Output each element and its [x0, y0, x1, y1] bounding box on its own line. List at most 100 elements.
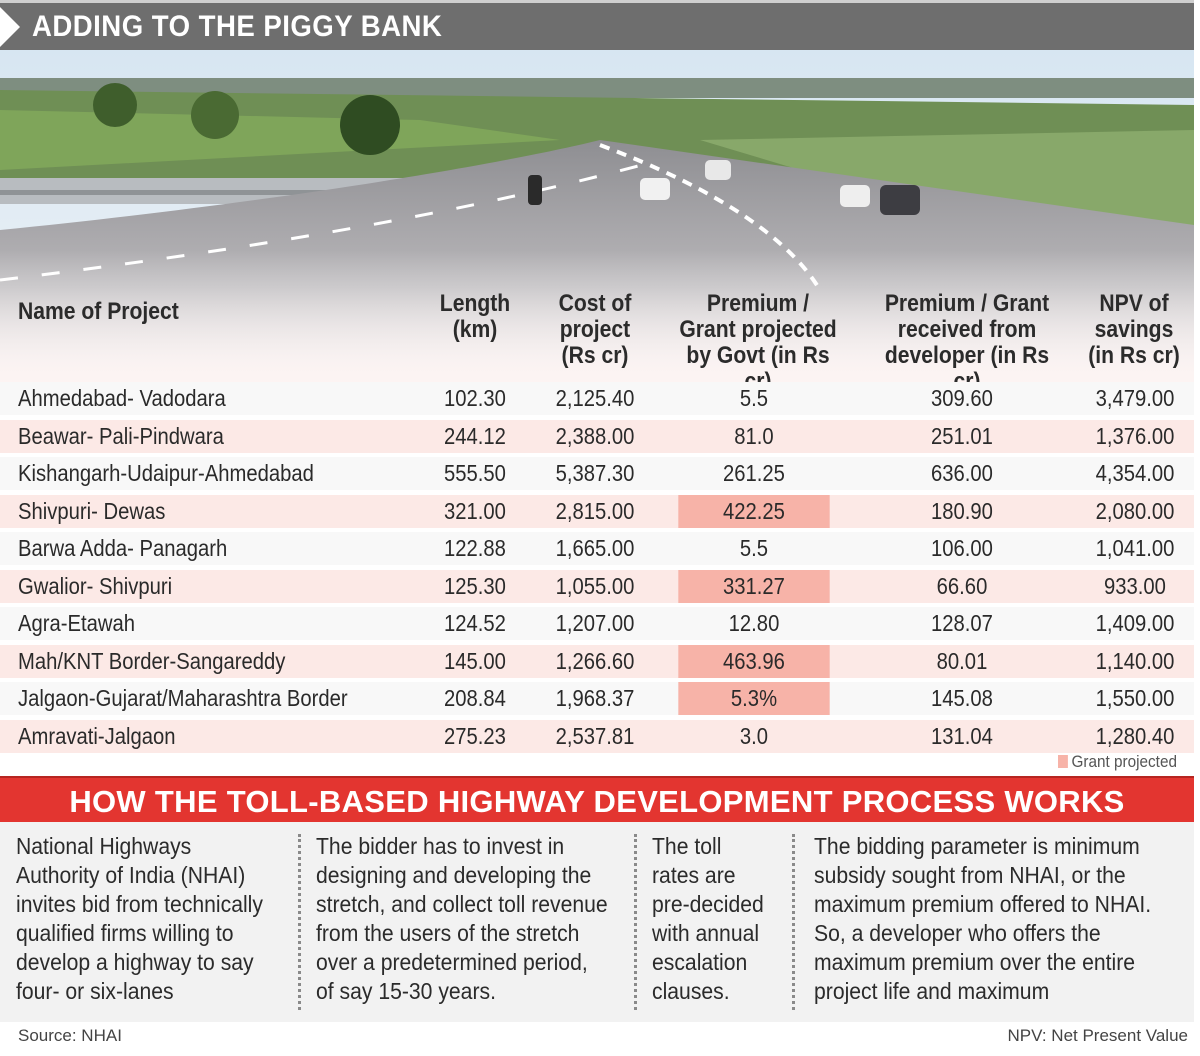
cell-premium-govt: 5.3%	[678, 682, 830, 715]
cell-premium-dev: 66.60	[936, 572, 988, 599]
cell-npv: 1,550.00	[1095, 685, 1175, 711]
process-line: stretch, and collect toll revenue	[316, 891, 608, 917]
arrow-icon	[0, 7, 20, 47]
process-line: rates are	[652, 862, 736, 888]
table-row: Shivpuri- Dewas 321.00 2,815.00 422.25 180.9…	[0, 494, 1194, 528]
cell-length: 125.30	[444, 572, 506, 599]
cell-premium-dev: 636.00	[931, 460, 993, 486]
cell-name: Ahmedabad- Vadodara	[18, 385, 226, 411]
cell-premium-govt: 261.25	[723, 460, 785, 486]
process-line: over a predetermined period,	[316, 949, 588, 975]
cell-premium-govt: 331.27	[678, 569, 830, 603]
table-row: Amravati-Jalgaon 275.23 2,537.81 3.0 131.04 1…	[0, 719, 1194, 753]
cell-premium-govt: 81.0	[734, 422, 774, 449]
cell-cost: 1,055.00	[555, 572, 635, 599]
table-row: Jalgaon-Gujarat/Maharashtra Border 208.84…	[0, 682, 1194, 715]
process-line: develop a highway to say	[16, 949, 254, 975]
cell-length: 244.12	[444, 422, 506, 449]
table-row: Kishangarh-Udaipur-Ahmedabad 555.50 5,387.…	[0, 457, 1194, 490]
process-line: subsidy sought from NHAI, or the	[814, 862, 1126, 888]
npv-note: NPV: Net Present Value	[1007, 1026, 1188, 1045]
cell-name: Jalgaon-Gujarat/Maharashtra Border	[18, 685, 348, 711]
legend-swatch	[1058, 755, 1068, 768]
header-premium-dev: Premium / Grant received from developer (i…	[884, 290, 1050, 395]
cell-cost: 2,537.81	[555, 722, 635, 749]
process-col-4: The bidding parameter is minimum subsidy …	[814, 832, 1151, 1006]
process-line: project life and maximum	[814, 978, 1050, 1004]
cell-length: 102.30	[444, 385, 506, 411]
cell-length: 555.50	[444, 460, 506, 486]
table-row: Beawar- Pali-Pindwara 244.12 2,388.00 81.0 2…	[0, 419, 1194, 453]
column-divider	[792, 834, 795, 1010]
cell-premium-govt: 3.0	[739, 722, 769, 749]
cell-premium-govt: 5.5	[739, 535, 769, 561]
cell-premium-dev: 309.60	[931, 385, 993, 411]
cell-name: Agra-Etawah	[18, 610, 136, 636]
cell-premium-dev: 128.07	[931, 610, 993, 636]
cell-name: Amravati-Jalgaon	[18, 722, 176, 749]
table-header: Name of Project Length (km) Cost of projec…	[0, 285, 1194, 395]
process-line: clauses.	[652, 978, 730, 1004]
cell-premium-dev: 80.01	[936, 647, 988, 674]
process-line: of say 15-30 years.	[316, 978, 496, 1004]
process-line: from the users of the stretch	[316, 920, 580, 946]
process-line: with annual	[652, 920, 760, 946]
legend: Grant projected	[1058, 752, 1177, 772]
cell-npv: 1,409.00	[1095, 610, 1175, 636]
cell-name: Barwa Adda- Panagarh	[18, 535, 228, 561]
process-line: So, a developer who offers the	[814, 920, 1101, 946]
highway-photo	[0, 50, 1194, 385]
source-note: Source: NHAI	[18, 1026, 122, 1045]
cell-premium-dev: 180.90	[931, 497, 993, 524]
process-line: maximum premium offered to NHAI.	[814, 891, 1152, 917]
cell-npv: 3,479.00	[1095, 385, 1175, 411]
cell-premium-dev: 145.08	[931, 685, 993, 711]
cell-npv: 1,280.40	[1095, 722, 1175, 749]
table-row: Gwalior- Shivpuri 125.30 1,055.00 331.27 66.…	[0, 569, 1194, 603]
process-line: escalation	[652, 949, 748, 975]
cell-cost: 1,665.00	[555, 535, 635, 561]
cell-cost: 1,266.60	[555, 647, 635, 674]
process-line: Authority of India (NHAI)	[16, 862, 246, 888]
cell-npv: 933.00	[1104, 572, 1166, 599]
process-heading: HOW THE TOLL-BASED HIGHWAY DEVELOPMENT P…	[69, 784, 1125, 819]
process-line: National Highways	[16, 833, 192, 859]
cell-premium-govt: 12.80	[728, 610, 780, 636]
cell-cost: 2,125.40	[555, 385, 635, 411]
process-section: National Highways Authority of India (NHA…	[0, 822, 1194, 1022]
title-banner: ADDING TO THE PIGGY BANK	[0, 0, 1194, 53]
cell-cost: 2,815.00	[555, 497, 635, 524]
table-row: Barwa Adda- Panagarh 122.88 1,665.00 5.5 106…	[0, 532, 1194, 565]
cell-name: Mah/KNT Border-Sangareddy	[18, 647, 286, 674]
cell-npv: 1,041.00	[1095, 535, 1175, 561]
cell-length: 145.00	[444, 647, 506, 674]
cell-name: Shivpuri- Dewas	[18, 497, 166, 524]
header-npv: NPV of savings (in Rs cr)	[1088, 290, 1180, 369]
cell-premium-dev: 106.00	[931, 535, 993, 561]
process-line: invites bid from technically	[16, 891, 263, 917]
cell-npv: 2,080.00	[1095, 497, 1175, 524]
cell-premium-govt: 5.5	[739, 385, 769, 411]
cell-cost: 2,388.00	[555, 422, 635, 449]
cell-name: Gwalior- Shivpuri	[18, 572, 173, 599]
cell-cost: 1,207.00	[555, 610, 635, 636]
cell-premium-govt: 422.25	[678, 494, 830, 528]
cell-npv: 1,140.00	[1095, 647, 1175, 674]
cell-cost: 5,387.30	[555, 460, 635, 486]
header-cost: Cost of project (Rs cr)	[558, 290, 632, 369]
table-row: Agra-Etawah 124.52 1,207.00 12.80 128.07 1,40…	[0, 607, 1194, 640]
page-title: ADDING TO THE PIGGY BANK	[32, 10, 443, 43]
cell-npv: 4,354.00	[1095, 460, 1175, 486]
process-line: qualified firms willing to	[16, 920, 234, 946]
cell-length: 275.23	[444, 722, 506, 749]
cell-length: 321.00	[444, 497, 506, 524]
process-line: four- or six-lanes	[16, 978, 174, 1004]
process-col-2: The bidder has to invest in designing and…	[316, 832, 608, 1006]
process-col-3: The toll rates are pre-decided with annual e…	[652, 832, 764, 1006]
column-divider	[298, 834, 301, 1010]
process-line: The bidder has to invest in	[316, 833, 565, 859]
cell-length: 124.52	[444, 610, 506, 636]
cell-cost: 1,968.37	[555, 685, 635, 711]
cell-npv: 1,376.00	[1095, 422, 1175, 449]
